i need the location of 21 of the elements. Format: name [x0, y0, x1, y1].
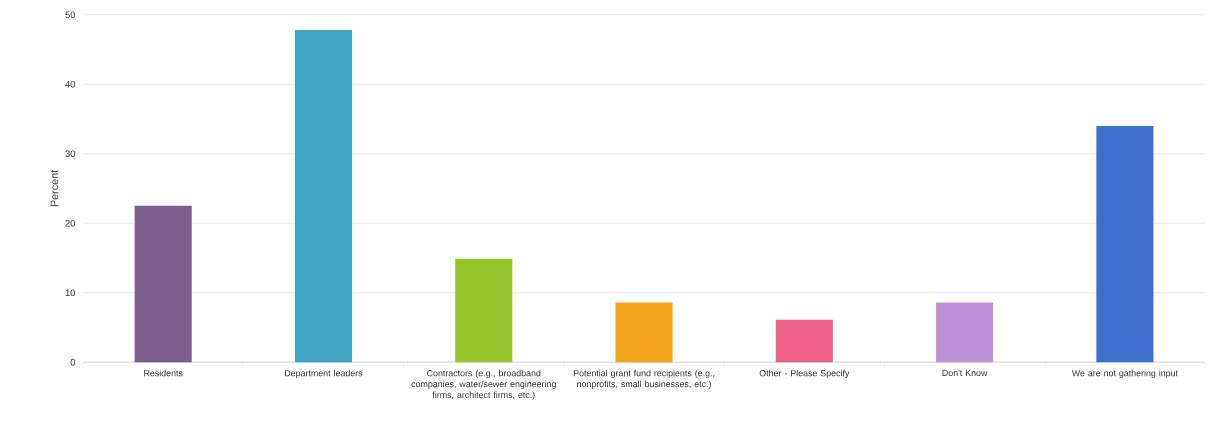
y-tick-label: 40	[65, 80, 76, 88]
y-axis-title: Percent	[50, 169, 59, 207]
x-tick-label: Residents	[144, 369, 183, 377]
bar	[775, 319, 833, 363]
x-tick-label: Contractors (e.g., broadband companies, water/sewer engineering firms, architect firms, etc.)	[411, 369, 556, 400]
x-tick-label: Department leaders	[285, 369, 363, 379]
y-tick-label: 0	[70, 358, 76, 366]
bar	[1096, 125, 1154, 363]
x-tick-label: Don't Know	[942, 369, 988, 377]
y-tick-label: 10	[65, 289, 76, 297]
y-tick-label: 30	[65, 150, 76, 158]
bar	[936, 302, 994, 363]
x-tick-label: We are not gathering input	[1071, 369, 1178, 379]
x-tick-label: Other - Please Specify	[759, 369, 850, 379]
bar	[615, 302, 673, 363]
bar	[294, 30, 353, 363]
x-tick-label: Potential grant fund recipients (e.g., nonprofits, small businesses, etc.)	[573, 369, 715, 389]
y-tick-label: 50	[65, 11, 76, 19]
bar	[134, 205, 192, 363]
y-tick-label: 20	[65, 219, 76, 227]
bar	[455, 258, 513, 363]
